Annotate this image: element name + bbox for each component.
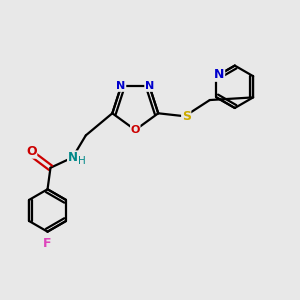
Text: H: H: [78, 156, 86, 166]
Text: N: N: [116, 81, 126, 91]
Text: N: N: [68, 151, 78, 164]
Text: N: N: [214, 68, 225, 81]
Text: O: O: [130, 125, 140, 135]
Text: O: O: [26, 145, 37, 158]
Text: N: N: [145, 81, 154, 91]
Text: F: F: [43, 237, 52, 250]
Text: S: S: [182, 110, 191, 123]
